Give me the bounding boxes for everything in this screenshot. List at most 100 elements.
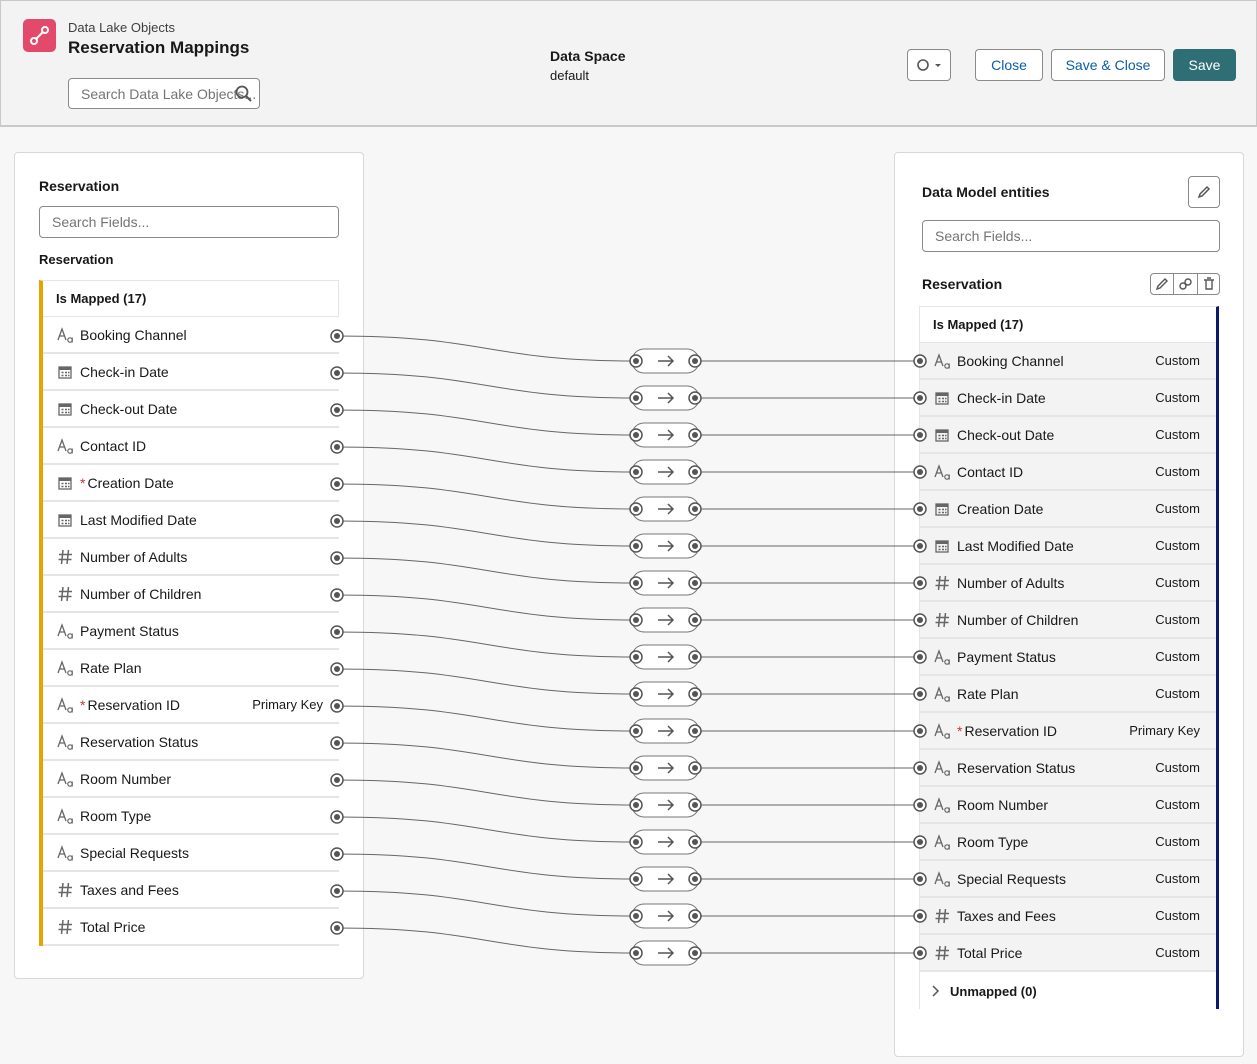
icon-part bbox=[61, 482, 70, 488]
port bbox=[629, 946, 643, 960]
icon-part bbox=[938, 508, 947, 514]
field-row: Check-out Date Custom bbox=[920, 417, 1216, 454]
port-dot bbox=[633, 802, 639, 808]
transform-arrow bbox=[658, 725, 675, 737]
field-type-icon bbox=[57, 845, 73, 861]
field-name: Creation Date bbox=[87, 474, 174, 491]
field-row: Last Modified Date Custom bbox=[920, 528, 1216, 565]
data-space-value: default bbox=[550, 68, 590, 83]
icon-part bbox=[934, 834, 944, 848]
field-row: Number of Adults bbox=[43, 539, 339, 576]
search-placeholder: Search Data Lake Objects... bbox=[81, 85, 257, 102]
field-row: Taxes and Fees bbox=[43, 872, 339, 909]
icon-part bbox=[938, 434, 947, 440]
transform-arrow bbox=[658, 392, 675, 404]
icon-part bbox=[944, 659, 950, 665]
object-search[interactable]: Search Data Lake Objects... bbox=[68, 78, 260, 109]
port-dot bbox=[633, 617, 639, 623]
port-dot bbox=[633, 432, 639, 438]
field-row: Number of Adults Custom bbox=[920, 565, 1216, 602]
edit-button[interactable] bbox=[1188, 176, 1220, 208]
port-dot bbox=[633, 543, 639, 549]
required-marker: * bbox=[80, 474, 86, 491]
actions-menu[interactable] bbox=[907, 49, 951, 81]
field-name: Payment Status bbox=[80, 622, 179, 639]
field-row: Number of Children Custom bbox=[920, 602, 1216, 639]
field-tag: Custom bbox=[1155, 501, 1200, 516]
field-tag: Custom bbox=[1155, 834, 1200, 849]
port-dot bbox=[633, 876, 639, 882]
port bbox=[629, 428, 643, 442]
port bbox=[629, 724, 643, 738]
icon-part bbox=[57, 660, 67, 674]
icon-part bbox=[67, 744, 73, 750]
connector-curve bbox=[336, 446, 637, 473]
field-type-icon bbox=[935, 429, 949, 442]
field-name: Room Number bbox=[957, 796, 1049, 813]
connector-curve bbox=[336, 668, 637, 695]
icon-part bbox=[936, 430, 948, 433]
app-icon bbox=[23, 19, 56, 52]
icon-part bbox=[935, 908, 949, 924]
link-object[interactable] bbox=[1173, 274, 1196, 294]
port bbox=[629, 650, 643, 664]
icon-part bbox=[934, 353, 944, 367]
transform-pill bbox=[631, 570, 700, 596]
edit-object[interactable] bbox=[1151, 274, 1173, 294]
port-dot bbox=[692, 654, 698, 660]
expand-chevron[interactable] bbox=[930, 983, 942, 999]
field-row: * Reservation ID Primary Key bbox=[920, 713, 1216, 750]
port-dot bbox=[633, 950, 639, 956]
port bbox=[629, 798, 643, 812]
port bbox=[629, 354, 643, 368]
field-name: Rate Plan bbox=[80, 659, 142, 676]
transform-pill bbox=[631, 755, 700, 781]
port-dot bbox=[692, 506, 698, 512]
field-type-icon bbox=[934, 464, 950, 480]
field-type-icon bbox=[935, 540, 949, 553]
search-placeholder: Search Fields... bbox=[52, 214, 150, 230]
icon-part bbox=[59, 478, 71, 481]
source-search[interactable]: Search Fields... bbox=[39, 206, 339, 238]
field-name: Reservation ID bbox=[964, 722, 1058, 739]
save-close-button[interactable]: Save & Close bbox=[1051, 49, 1165, 81]
field-name: Taxes and Fees bbox=[80, 881, 179, 898]
port bbox=[688, 946, 702, 960]
transform-arrow bbox=[658, 762, 675, 774]
icon-part bbox=[936, 504, 948, 507]
port bbox=[629, 872, 643, 886]
connector-curve bbox=[336, 816, 637, 843]
transform-pill bbox=[631, 681, 700, 707]
target-search[interactable]: Search Fields... bbox=[922, 220, 1220, 252]
field-name: Check-in Date bbox=[80, 363, 169, 380]
field-name: Booking Channel bbox=[957, 352, 1064, 369]
icon-part bbox=[944, 881, 950, 887]
field-name: Reservation Status bbox=[80, 733, 199, 750]
field-type-icon bbox=[58, 514, 72, 527]
icon-part bbox=[934, 464, 944, 478]
field-type-icon bbox=[57, 623, 73, 639]
port bbox=[688, 465, 702, 479]
field-row: * Creation Date bbox=[43, 465, 339, 502]
icon-part bbox=[67, 855, 73, 861]
save-button[interactable]: Save bbox=[1173, 49, 1236, 81]
field-row: Creation Date Custom bbox=[920, 491, 1216, 528]
delete-object[interactable] bbox=[1196, 274, 1219, 294]
unmapped-group[interactable]: Unmapped (0) bbox=[950, 984, 1037, 999]
port bbox=[629, 576, 643, 590]
port bbox=[688, 761, 702, 775]
close-button[interactable]: Close bbox=[975, 49, 1043, 81]
source-list: Is Mapped (17) Booking Channel Check-in D… bbox=[39, 280, 339, 946]
field-name: Check-in Date bbox=[957, 389, 1046, 406]
port-dot bbox=[633, 654, 639, 660]
field-row: Number of Children bbox=[43, 576, 339, 613]
connector-curve bbox=[336, 631, 637, 658]
field-type-icon bbox=[935, 945, 949, 961]
breadcrumb[interactable]: Data Lake Objects bbox=[68, 20, 175, 35]
field-type-icon bbox=[58, 366, 72, 379]
transform-pill bbox=[631, 644, 700, 670]
field-row: Payment Status Custom bbox=[920, 639, 1216, 676]
icon-part bbox=[57, 327, 67, 341]
field-row: Room Number Custom bbox=[920, 787, 1216, 824]
